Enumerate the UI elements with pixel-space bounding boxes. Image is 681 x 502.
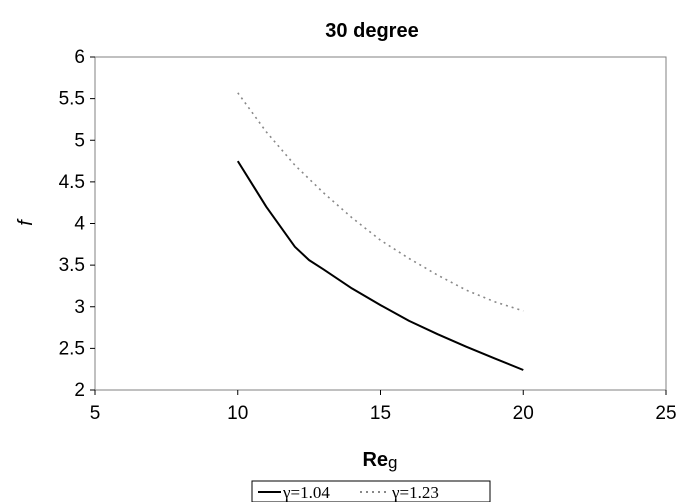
legend-box <box>251 480 491 502</box>
x-tick-label: 25 <box>655 403 676 424</box>
x-axis: 5 10 15 20 25 <box>90 390 677 424</box>
legend-label-series-2: γ=1.23 <box>391 483 439 502</box>
x-axis-label-subscript: g <box>388 453 397 472</box>
y-tick-label: 2 <box>74 380 85 401</box>
legend-label-series-1: γ=1.04 <box>282 483 330 502</box>
series-line-1 <box>236 160 524 371</box>
y-axis-label: f <box>15 218 37 226</box>
y-tick-label: 3.5 <box>59 255 85 276</box>
x-tick-label: 20 <box>513 403 534 424</box>
chart-title: 30 degree <box>325 20 418 42</box>
y-axis: 2 2.5 3 3.5 4 4.5 5 5.5 6 <box>59 47 95 401</box>
plot-area <box>94 56 667 391</box>
y-tick-label: 4 <box>74 214 85 235</box>
x-tick-label: 10 <box>227 403 248 424</box>
x-tick-label: 5 <box>90 403 101 424</box>
y-tick-label: 2.5 <box>59 338 85 359</box>
y-tick-label: 4.5 <box>59 172 85 193</box>
x-tick-label: 15 <box>370 403 391 424</box>
y-tick-label: 6 <box>74 47 85 68</box>
legend: γ=1.04 γ=1.23 <box>251 480 491 502</box>
x-axis-label-main: Re <box>362 449 388 471</box>
series-layer <box>236 92 524 371</box>
x-axis-label: Reg <box>362 449 397 472</box>
y-tick-label: 3 <box>74 297 85 318</box>
y-tick-label: 5.5 <box>59 89 85 110</box>
y-tick-label: 5 <box>74 130 85 151</box>
